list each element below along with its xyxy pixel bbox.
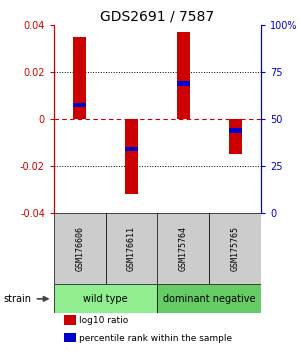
Bar	[177, 32, 190, 119]
Text: GSM176611: GSM176611	[127, 226, 136, 271]
Text: dominant negative: dominant negative	[163, 294, 256, 304]
Bar	[229, 129, 242, 133]
Text: GSM176606: GSM176606	[75, 226, 84, 271]
Text: log10 ratio: log10 ratio	[79, 316, 128, 325]
Bar	[54, 284, 158, 313]
Title: GDS2691 / 7587: GDS2691 / 7587	[100, 10, 214, 24]
Bar	[54, 213, 106, 284]
Bar	[64, 315, 76, 325]
Bar	[106, 213, 158, 284]
Bar	[177, 81, 190, 86]
Bar	[229, 119, 242, 154]
Bar	[209, 213, 261, 284]
Bar	[158, 213, 209, 284]
Bar	[158, 284, 261, 313]
Bar	[125, 147, 138, 152]
Text: GSM175765: GSM175765	[231, 226, 240, 271]
Bar	[125, 119, 138, 194]
Bar	[74, 36, 86, 119]
Text: percentile rank within the sample: percentile rank within the sample	[79, 334, 232, 343]
Bar	[64, 333, 76, 342]
Text: strain: strain	[3, 294, 31, 304]
Bar	[74, 103, 86, 107]
Text: wild type: wild type	[83, 294, 128, 304]
Text: GSM175764: GSM175764	[179, 226, 188, 271]
